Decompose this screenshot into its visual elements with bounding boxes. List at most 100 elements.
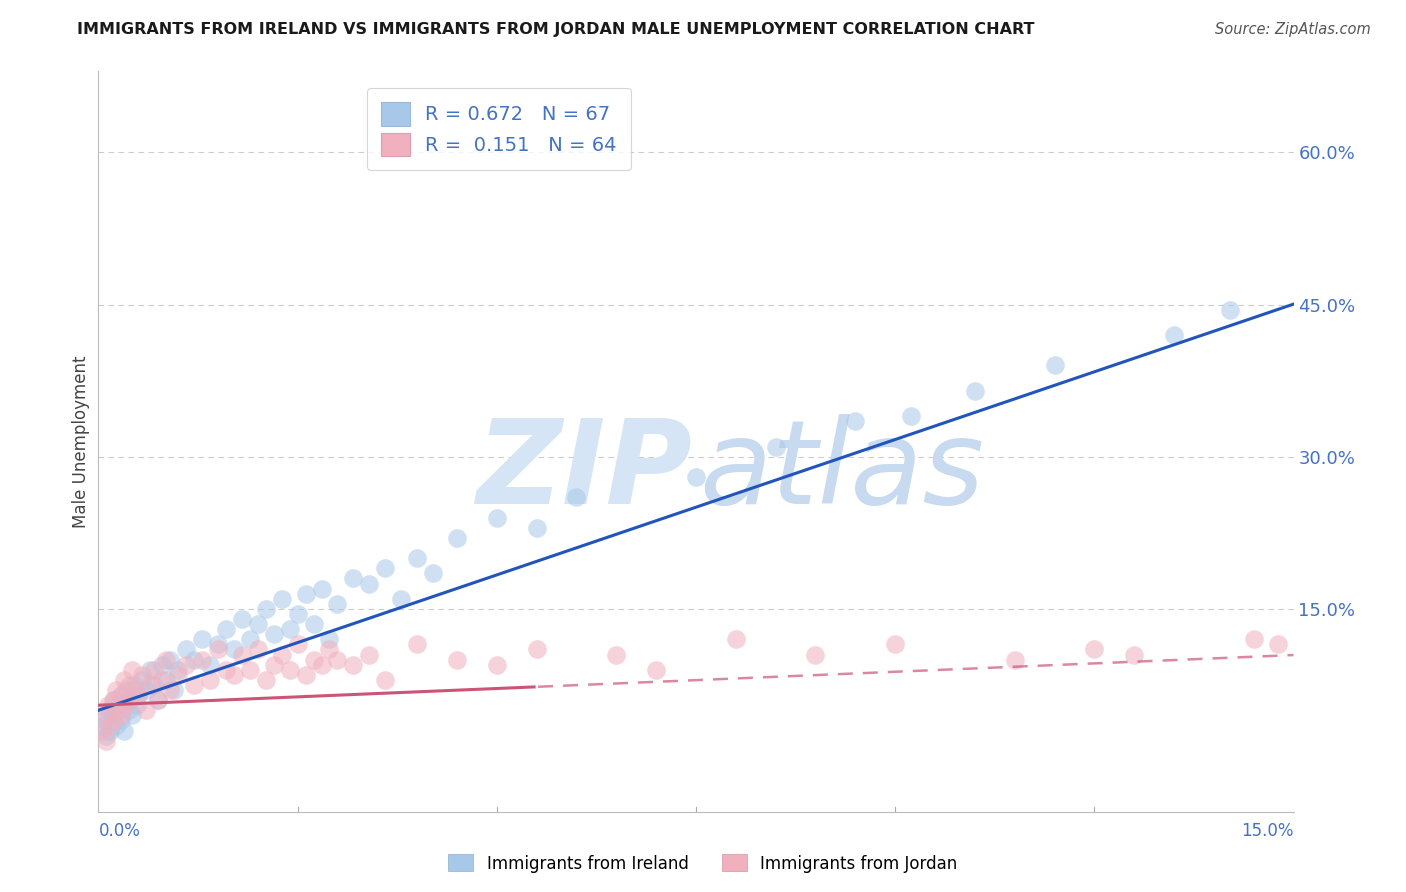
Point: [263, 657, 285, 672]
Point: [374, 673, 396, 687]
Point: [124, 678, 146, 692]
Point: [139, 663, 162, 677]
Point: [263, 627, 285, 641]
Point: [1123, 648, 1146, 662]
Point: [125, 698, 148, 713]
Point: [131, 673, 153, 687]
Point: [112, 723, 135, 738]
Text: Source: ZipAtlas.com: Source: ZipAtlas.com: [1215, 22, 1371, 37]
Point: [1004, 652, 1026, 666]
Point: [155, 673, 177, 687]
Point: [191, 632, 214, 647]
Point: [98, 718, 122, 732]
Point: [127, 688, 149, 702]
Text: ZIP: ZIP: [477, 414, 692, 529]
Point: [96, 729, 118, 743]
Point: [159, 683, 181, 698]
Point: [215, 663, 238, 677]
Point: [804, 648, 827, 662]
Point: [311, 657, 333, 672]
Point: [96, 733, 118, 747]
Point: [884, 637, 907, 651]
Point: [526, 642, 548, 657]
Point: [148, 693, 170, 707]
Point: [121, 663, 143, 677]
Point: [446, 531, 468, 545]
Point: [239, 663, 262, 677]
Point: [406, 551, 429, 566]
Point: [287, 637, 309, 651]
Point: [605, 648, 627, 662]
Point: [215, 622, 238, 636]
Point: [159, 652, 181, 666]
Point: [446, 652, 468, 666]
Point: [724, 632, 747, 647]
Point: [246, 642, 269, 657]
Point: [167, 663, 190, 677]
Point: [326, 652, 349, 666]
Point: [143, 678, 166, 692]
Point: [118, 678, 141, 692]
Point: [844, 414, 866, 428]
Point: [342, 571, 364, 585]
Point: [389, 591, 412, 606]
Point: [963, 384, 986, 398]
Point: [150, 657, 173, 672]
Point: [115, 698, 138, 713]
Point: [120, 693, 142, 707]
Point: [183, 652, 205, 666]
Point: [222, 668, 245, 682]
Point: [135, 683, 157, 698]
Point: [374, 561, 396, 575]
Point: [294, 668, 316, 682]
Point: [111, 708, 134, 723]
Point: [359, 648, 381, 662]
Point: [174, 642, 197, 657]
Point: [111, 688, 134, 702]
Point: [94, 714, 117, 728]
Point: [1163, 328, 1185, 343]
Text: 15.0%: 15.0%: [1241, 822, 1294, 840]
Point: [302, 652, 325, 666]
Point: [94, 708, 117, 723]
Point: [287, 607, 309, 621]
Point: [163, 683, 186, 698]
Point: [485, 657, 508, 672]
Point: [124, 683, 146, 698]
Point: [97, 703, 120, 717]
Point: [207, 642, 229, 657]
Point: [135, 703, 157, 717]
Point: [103, 714, 125, 728]
Point: [110, 688, 132, 702]
Point: [155, 652, 177, 666]
Point: [254, 602, 277, 616]
Point: [1243, 632, 1265, 647]
Point: [127, 688, 149, 702]
Point: [278, 622, 301, 636]
Point: [107, 703, 129, 717]
Point: [198, 657, 221, 672]
Y-axis label: Male Unemployment: Male Unemployment: [72, 355, 90, 528]
Point: [107, 698, 129, 713]
Point: [139, 678, 162, 692]
Point: [311, 582, 333, 596]
Point: [143, 663, 166, 677]
Point: [1043, 359, 1066, 373]
Text: atlas: atlas: [700, 414, 984, 528]
Point: [222, 642, 245, 657]
Point: [326, 597, 349, 611]
Point: [359, 576, 381, 591]
Point: [1219, 302, 1241, 317]
Point: [294, 587, 316, 601]
Point: [191, 652, 214, 666]
Point: [174, 657, 197, 672]
Point: [900, 409, 922, 424]
Point: [318, 632, 340, 647]
Point: [110, 714, 132, 728]
Text: IMMIGRANTS FROM IRELAND VS IMMIGRANTS FROM JORDAN MALE UNEMPLOYMENT CORRELATION : IMMIGRANTS FROM IRELAND VS IMMIGRANTS FR…: [77, 22, 1035, 37]
Point: [406, 637, 429, 651]
Point: [270, 648, 292, 662]
Point: [342, 657, 364, 672]
Point: [150, 673, 173, 687]
Point: [91, 723, 114, 738]
